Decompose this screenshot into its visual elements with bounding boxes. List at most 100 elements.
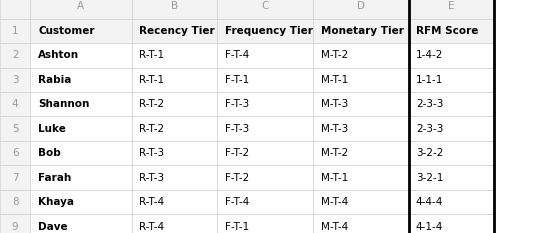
Bar — [313, 141, 409, 165]
Text: F-T-4: F-T-4 — [225, 50, 249, 60]
Text: M-T-2: M-T-2 — [321, 50, 348, 60]
Bar — [217, 141, 313, 165]
Text: M-T-3: M-T-3 — [321, 124, 348, 134]
Bar — [0, 190, 30, 214]
Text: 8: 8 — [12, 197, 19, 207]
Text: 4-1-4: 4-1-4 — [416, 222, 443, 232]
Bar — [0, 19, 30, 43]
Text: D: D — [357, 1, 365, 11]
Bar — [217, 165, 313, 190]
Text: 3: 3 — [12, 75, 19, 85]
Bar — [313, 92, 409, 116]
Bar — [409, 190, 494, 214]
Bar — [409, 43, 494, 68]
Text: Monetary Tier: Monetary Tier — [321, 26, 404, 36]
Bar — [409, 68, 494, 92]
Text: Ashton: Ashton — [38, 50, 80, 60]
Text: M-T-3: M-T-3 — [321, 99, 348, 109]
Bar — [409, 0, 494, 233]
Text: M-T-4: M-T-4 — [321, 197, 348, 207]
Bar — [313, 19, 409, 43]
Text: R-T-3: R-T-3 — [138, 173, 164, 183]
Bar — [132, 190, 217, 214]
Text: 4: 4 — [12, 99, 19, 109]
Bar — [0, 141, 30, 165]
Bar — [313, 43, 409, 68]
Text: R-T-2: R-T-2 — [138, 99, 164, 109]
Bar — [409, 165, 494, 190]
Bar — [132, 0, 217, 19]
Text: F-T-4: F-T-4 — [225, 197, 249, 207]
Text: F-T-2: F-T-2 — [225, 148, 249, 158]
Bar — [30, 68, 132, 92]
Bar — [217, 190, 313, 214]
Bar — [0, 92, 30, 116]
Text: 1: 1 — [12, 26, 19, 36]
Text: F-T-1: F-T-1 — [225, 222, 249, 232]
Bar — [409, 19, 494, 43]
Text: M-T-2: M-T-2 — [321, 148, 348, 158]
Bar — [313, 68, 409, 92]
Text: R-T-4: R-T-4 — [138, 197, 164, 207]
Bar — [30, 43, 132, 68]
Text: F-T-3: F-T-3 — [225, 124, 249, 134]
Text: Khaya: Khaya — [38, 197, 74, 207]
Text: 1-4-2: 1-4-2 — [416, 50, 443, 60]
Text: R-T-1: R-T-1 — [138, 75, 164, 85]
Text: Frequency Tier: Frequency Tier — [225, 26, 312, 36]
Text: F-T-2: F-T-2 — [225, 173, 249, 183]
Text: 5: 5 — [12, 124, 19, 134]
Bar — [30, 92, 132, 116]
Text: A: A — [77, 1, 85, 11]
Text: 9: 9 — [12, 222, 19, 232]
Text: Customer: Customer — [38, 26, 95, 36]
Bar — [409, 92, 494, 116]
Text: R-T-1: R-T-1 — [138, 50, 164, 60]
Text: M-T-4: M-T-4 — [321, 222, 348, 232]
Bar — [30, 0, 132, 19]
Bar — [217, 92, 313, 116]
Text: 6: 6 — [12, 148, 19, 158]
Bar — [313, 116, 409, 141]
Bar — [409, 214, 494, 233]
Text: F-T-3: F-T-3 — [225, 99, 249, 109]
Text: R-T-4: R-T-4 — [138, 222, 164, 232]
Text: 4-4-4: 4-4-4 — [416, 197, 443, 207]
Text: RFM Score: RFM Score — [416, 26, 478, 36]
Text: R-T-3: R-T-3 — [138, 148, 164, 158]
Text: E: E — [449, 1, 455, 11]
Text: M-T-1: M-T-1 — [321, 75, 348, 85]
Text: 2-3-3: 2-3-3 — [416, 99, 443, 109]
Bar — [30, 141, 132, 165]
Text: 3-2-1: 3-2-1 — [416, 173, 443, 183]
Bar — [132, 19, 217, 43]
Bar — [132, 141, 217, 165]
Text: R-T-2: R-T-2 — [138, 124, 164, 134]
Bar — [217, 19, 313, 43]
Bar — [30, 214, 132, 233]
Bar — [132, 68, 217, 92]
Bar — [409, 116, 494, 141]
Text: Recency Tier: Recency Tier — [138, 26, 214, 36]
Text: 2: 2 — [12, 50, 19, 60]
Bar — [313, 0, 409, 19]
Bar — [217, 0, 313, 19]
Bar — [132, 43, 217, 68]
Text: F-T-1: F-T-1 — [225, 75, 249, 85]
Bar — [0, 116, 30, 141]
Bar — [313, 214, 409, 233]
Bar — [30, 19, 132, 43]
Bar — [132, 92, 217, 116]
Bar — [313, 190, 409, 214]
Bar — [217, 116, 313, 141]
Bar — [217, 43, 313, 68]
Bar — [0, 214, 30, 233]
Bar — [132, 165, 217, 190]
Text: Rabia: Rabia — [38, 75, 72, 85]
Text: Dave: Dave — [38, 222, 68, 232]
Bar — [409, 0, 494, 19]
Text: Farah: Farah — [38, 173, 71, 183]
Text: M-T-1: M-T-1 — [321, 173, 348, 183]
Text: 3-2-2: 3-2-2 — [416, 148, 443, 158]
Text: 2-3-3: 2-3-3 — [416, 124, 443, 134]
